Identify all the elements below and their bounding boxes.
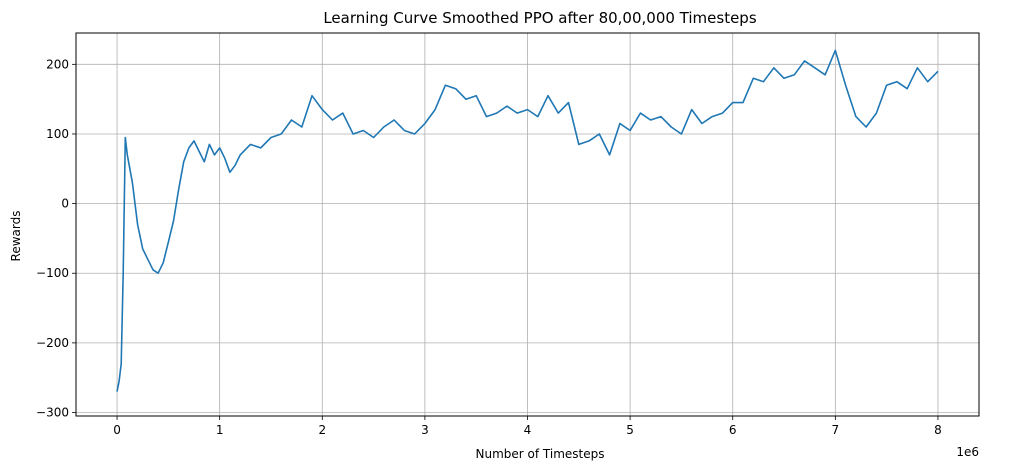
x-axis-offset-text: 1e6	[956, 445, 979, 459]
x-tick-label: 8	[934, 423, 942, 437]
x-tick-label: 0	[113, 423, 121, 437]
y-tick-label: −300	[36, 406, 69, 420]
y-tick-label: −200	[36, 336, 69, 350]
axis-ticks: 0 1 2 3 4 5 6 7 8 −300 −200 −100 0 100 200	[36, 57, 942, 437]
x-tick-label: 6	[729, 423, 737, 437]
y-tick-label: 200	[46, 57, 69, 71]
x-tick-label: 4	[524, 423, 532, 437]
chart-title: Learning Curve Smoothed PPO after 80,00,…	[323, 9, 756, 27]
x-tick-label: 1	[216, 423, 224, 437]
x-tick-label: 7	[832, 423, 840, 437]
x-axis-label: Number of Timesteps	[476, 447, 605, 461]
x-tick-label: 3	[421, 423, 429, 437]
grid-lines	[76, 33, 979, 416]
y-axis-label: Rewards	[9, 211, 23, 262]
y-tick-label: 100	[46, 127, 69, 141]
x-tick-label: 5	[626, 423, 634, 437]
y-tick-label: 0	[61, 197, 69, 211]
x-tick-label: 2	[318, 423, 326, 437]
series-line-rewards	[116, 49, 939, 392]
y-tick-label: −100	[36, 266, 69, 280]
